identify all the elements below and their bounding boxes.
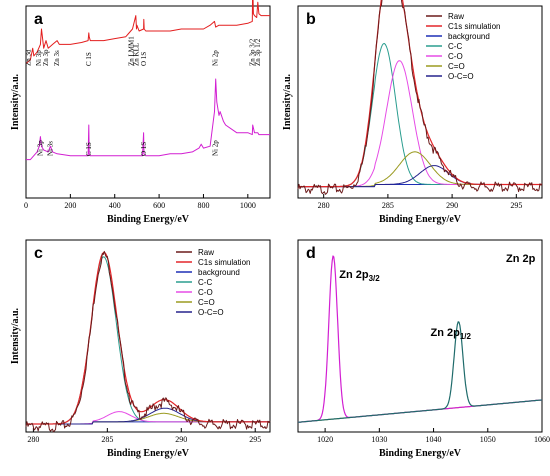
legend-label: Raw — [198, 248, 214, 257]
y-axis-title: Intensity/a.u. — [282, 73, 293, 130]
survey-top-line — [25, 0, 270, 64]
peak-label-subscript: 3/2 — [369, 274, 381, 283]
plot-frame — [25, 5, 271, 199]
peak-label-bottom: Ni 2p — [212, 140, 220, 156]
legend-label: Raw — [448, 12, 464, 21]
peak-label-bottom: C 1S — [85, 142, 93, 156]
legend-label: background — [448, 32, 490, 41]
legend-label: C1s simulation — [198, 258, 250, 267]
peak-label-top: Ni 2p — [212, 50, 220, 66]
peak-line — [297, 255, 543, 423]
x-tick-label: 1060 — [534, 435, 550, 444]
x-tick-label: 600 — [153, 201, 165, 210]
x-tick-label: 290 — [175, 435, 187, 444]
x-tick-label: 285 — [101, 435, 113, 444]
peak-label-top: Zn KLL — [132, 43, 140, 66]
x-tick-label: 295 — [510, 201, 522, 210]
component-c-c-line — [26, 256, 270, 425]
plot-frame — [297, 5, 543, 199]
x-tick-label: 400 — [109, 201, 121, 210]
peak-label-top: Zn 3p 3/2 — [249, 38, 257, 66]
y-axis-title: Intensity/a.u. — [10, 73, 21, 130]
panel-letter: b — [306, 11, 316, 28]
x-tick-label: 295 — [249, 435, 261, 444]
x-tick-label: 280 — [318, 201, 330, 210]
panel-d: 1020 1030 1040 1050 1060 Binding Energy/eV d Zn… — [297, 239, 550, 459]
panel-a: 0 200 400 600 800 1000 Binding Energy/eV Intens… — [10, 0, 271, 225]
x-tick-label: 1020 — [317, 435, 333, 444]
simulation-line — [298, 0, 542, 188]
x-tick-label: 1030 — [371, 435, 387, 444]
component-c-o-line — [298, 60, 542, 188]
peak-label-top: C 1S — [85, 52, 93, 66]
survey-bottom-line — [26, 78, 270, 161]
raw-line — [297, 0, 543, 195]
peak-label-top: Zn 3s — [53, 50, 61, 66]
x-tick-label: 290 — [446, 201, 458, 210]
peak-label-top: Ni 3p — [35, 50, 43, 66]
x-tick-label: 800 — [197, 201, 209, 210]
peak-label-top: Zn 3p — [42, 49, 50, 66]
legend-label: C-C — [448, 42, 462, 51]
legend-label: O-C=O — [198, 308, 224, 317]
legend-label: C=O — [448, 62, 465, 71]
peak-label-top: O 1S — [140, 52, 148, 66]
plot-frame — [25, 239, 271, 433]
x-tick-label: 1040 — [426, 435, 442, 444]
component-c-c-line — [298, 43, 542, 188]
y-axis-title: Intensity/a.u. — [10, 307, 21, 364]
legend-label: O-C=O — [448, 72, 474, 81]
panel-title: Zn 2p — [506, 253, 536, 265]
panel-letter: c — [34, 245, 43, 262]
x-tick-label: 0 — [24, 201, 28, 210]
peak-label: Zn 2p3/2 — [339, 269, 380, 283]
peak-label: Zn 2p1/2 — [430, 327, 471, 341]
x-axis-title: Binding Energy/eV — [379, 448, 462, 459]
peak-line — [297, 321, 543, 423]
panel-letter: d — [306, 245, 316, 262]
component-ceqo-line — [298, 151, 542, 188]
peak-label-top: Zn 3d — [25, 49, 33, 66]
x-axis-title: Binding Energy/eV — [379, 214, 462, 225]
x-tick-label: 1000 — [240, 201, 256, 210]
panel-b: 280 285 290 295 Binding Energy/eV Intensity/a… — [282, 0, 543, 225]
peak-label-bottom: Ni 3p — [36, 140, 44, 156]
x-tick-label: 200 — [64, 201, 76, 210]
legend-label: C=O — [198, 298, 215, 307]
legend-label: C-C — [198, 278, 212, 287]
plot-frame — [297, 239, 543, 433]
x-tick-label: 280 — [27, 435, 39, 444]
peak-label-top: Zn LMM1 — [127, 36, 135, 66]
legend-label: C1s simulation — [448, 22, 500, 31]
raw-line — [25, 250, 271, 433]
x-tick-label: 285 — [382, 201, 394, 210]
peak-label-top: Zn 3p 1/2 — [254, 38, 262, 66]
panel-letter: a — [34, 11, 43, 28]
panel-c: 280 285 290 295 Binding Energy/eV Intensity/a… — [10, 239, 271, 459]
peak-label-bottom: O 1S — [140, 142, 148, 156]
simulation-line — [26, 251, 270, 425]
legend-label: C-O — [198, 288, 213, 297]
x-axis-title: Binding Energy/eV — [107, 448, 190, 459]
x-tick-label: 1050 — [480, 435, 496, 444]
peak-label-bottom: Ni 3s — [46, 141, 54, 156]
peak-label-subscript: 1/2 — [460, 332, 472, 341]
legend-label: background — [198, 268, 240, 277]
legend-label: C-O — [448, 52, 463, 61]
x-axis-title: Binding Energy/eV — [107, 214, 190, 225]
